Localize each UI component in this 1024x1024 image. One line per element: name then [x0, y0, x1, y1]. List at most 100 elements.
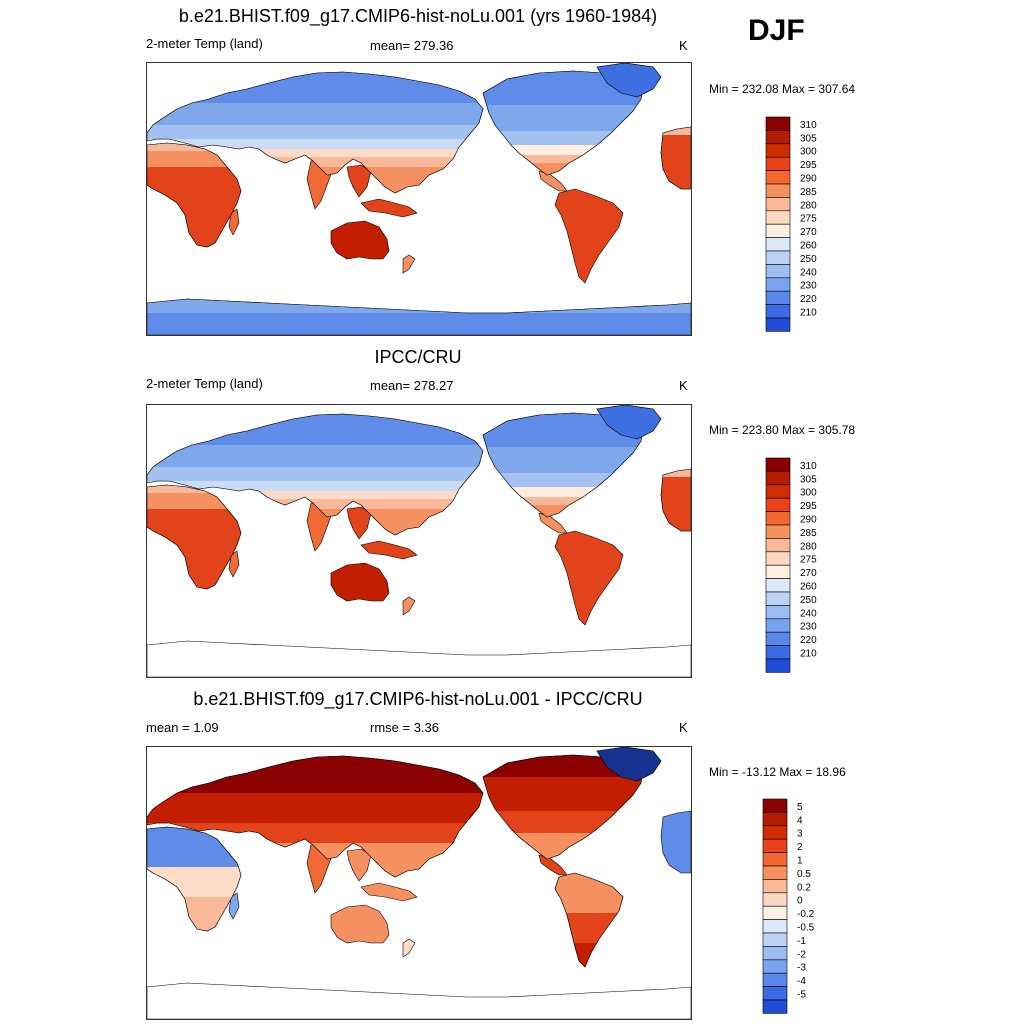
panel2-map-band: [147, 485, 241, 493]
panel1-map-band: [147, 139, 483, 149]
season-label: DJF: [748, 14, 805, 47]
panel1-map-band: [483, 155, 643, 163]
panel2-colorbar-tick-label: 275: [800, 555, 817, 566]
panel3-map-region-madag: [228, 892, 240, 920]
panel2-map-region-antarctica: [147, 640, 691, 677]
panel1-map: [146, 62, 692, 336]
panel1-colorbar-swatch: [765, 277, 791, 292]
panel1-colorbar-swatch: [765, 290, 791, 305]
panel2-colorbar-swatch: [765, 631, 791, 646]
panel1-map-band: [147, 157, 483, 167]
panel1-minmax: Min = 232.08 Max = 307.64: [709, 82, 856, 96]
panel3-colorbar-tick-label: -3: [797, 963, 806, 974]
panel3-title: b.e21.BHIST.f09_g17.CMIP6-hist-noLu.001 …: [193, 689, 643, 709]
panel2-colorbar-tick-label: 300: [800, 488, 817, 499]
panel3-map-svg: [147, 747, 691, 1019]
panel1-colorbar-tick-label: 230: [800, 281, 817, 292]
panel2-colorbar-swatch: [765, 497, 791, 512]
panel1-map-band: [483, 145, 643, 155]
panel2-colorbar-tick-label: 295: [800, 501, 817, 512]
panel2-map-band: [661, 469, 691, 477]
panel1-map-band: [147, 149, 483, 157]
panel3-colorbar-tick-label: -0.2: [797, 909, 815, 920]
panel1-colorbar-tick-label: 285: [800, 187, 817, 198]
panel3-colorbar-tick-label: -2: [797, 949, 806, 960]
panel3-colorbar-tick-label: -0.5: [797, 923, 815, 934]
panel2-colorbar-tick-label: 250: [800, 595, 817, 606]
panel3-colorbar-swatch: [762, 999, 788, 1014]
panel2-colorbar-tick-label: 305: [800, 474, 817, 485]
panel1-colorbar-swatch: [765, 183, 791, 198]
panel1-map-region-nz: [402, 254, 416, 274]
panel2-colorbar-swatch: [765, 618, 791, 633]
panel2-colorbar-swatch: [765, 511, 791, 526]
panel2-map-band: [147, 499, 483, 509]
panel3-colorbar-tick-label: 0.2: [797, 882, 811, 893]
panel1-colorbar-tick-label: 280: [800, 200, 817, 211]
panel1-colorbar-tick-label: 310: [800, 120, 817, 131]
panel2-title: IPCC/CRU: [374, 347, 462, 367]
panel1-colorbar-tick-label: 240: [800, 267, 817, 278]
panel2-colorbar-swatch: [765, 457, 791, 472]
panel2-colorbar-tick-label: 210: [800, 649, 817, 660]
panel2-colorbar-swatch: [765, 578, 791, 593]
panel1-units-label: K: [679, 38, 688, 53]
panel1-colorbar-tick-label: 210: [800, 308, 817, 319]
panel1-colorbar-tick-label: 260: [800, 241, 817, 252]
panel2-colorbar-swatch: [765, 551, 791, 566]
panel1-colorbar-tick-label: 275: [800, 214, 817, 225]
panel1-colorbar-tick-label: 305: [800, 133, 817, 144]
panel3-colorbar-swatch: [762, 972, 788, 987]
panel2-map-region-centam: [538, 512, 568, 534]
panel1-colorbar-swatch: [765, 143, 791, 158]
panel3-colorbar-tick-label: 5: [797, 802, 803, 813]
panel3-units-label: K: [679, 720, 688, 735]
panel3-minmax: Min = -13.12 Max = 18.96: [709, 765, 846, 779]
panel3-colorbar-swatch: [762, 946, 788, 961]
panel2-variable-label: 2-meter Temp (land): [146, 376, 263, 391]
panel1-colorbar-swatch: [765, 156, 791, 171]
panel3-colorbar-tick-label: 1: [797, 856, 803, 867]
panel2-colorbar-tick-label: 280: [800, 541, 817, 552]
panel3-colorbar-tick-label: -5: [797, 990, 806, 1001]
panel1-colorbar-swatch: [765, 304, 791, 319]
panel1-mean-label: mean= 279.36: [370, 38, 454, 53]
panel1-map-band: [147, 103, 483, 125]
panel3-colorbar-tick-label: 0: [797, 896, 803, 907]
panel3-rmse-label: rmse = 3.36: [370, 720, 440, 735]
panel3-colorbar-swatch: [762, 865, 788, 880]
panel1-map-band: [147, 143, 241, 151]
panel1-colorbar-tick-label: 250: [800, 254, 817, 265]
panel2-map-band: [483, 487, 643, 497]
panel1-colorbar-tick-label: 290: [800, 174, 817, 185]
panel2-map-band: [483, 497, 643, 505]
panel3-map-band: [555, 913, 623, 943]
panel3-map-region-indo: [360, 882, 418, 902]
panel1-colorbar-swatch: [765, 170, 791, 185]
panel1-colorbar-tick-label: 300: [800, 147, 817, 158]
panel3-map-region-nz: [402, 938, 416, 958]
panel2-colorbar-tick-label: 220: [800, 635, 817, 646]
panel2-map-band: [147, 467, 483, 481]
panel1-colorbar-tick-label: 220: [800, 294, 817, 305]
panel2-map-region-australia: [330, 562, 390, 602]
panel2-map-band: [147, 445, 483, 467]
panel3-colorbar-swatch: [762, 905, 788, 920]
panel2-colorbar-swatch: [765, 605, 791, 620]
panel2-colorbar-swatch: [765, 471, 791, 486]
panel3-map-region-antarctica: [147, 982, 691, 1019]
panel2-mean-label: mean= 278.27: [370, 378, 454, 393]
panel1-colorbar: 310 305 300 295 290 285 280 275 270 260 250 240 230 2…: [765, 116, 825, 332]
panel1-colorbar-swatch: [765, 130, 791, 145]
panel1-map-band: [483, 105, 643, 131]
panel2-colorbar-tick-label: 260: [800, 582, 817, 593]
panel2-map-band: [147, 491, 483, 499]
panel1-colorbar-swatch: [765, 317, 791, 332]
panel2-map-band: [147, 481, 483, 491]
panel3-map-region-seasia: [346, 848, 372, 882]
panel1-colorbar-swatch: [765, 210, 791, 225]
panel2-map: [146, 404, 692, 678]
panel1-map-region-madag: [228, 208, 240, 236]
panel2-colorbar: 310 305 300 295 290 285 280 275 270 260 250 240 230 2…: [765, 457, 825, 673]
panel3-colorbar-swatch: [762, 812, 788, 827]
